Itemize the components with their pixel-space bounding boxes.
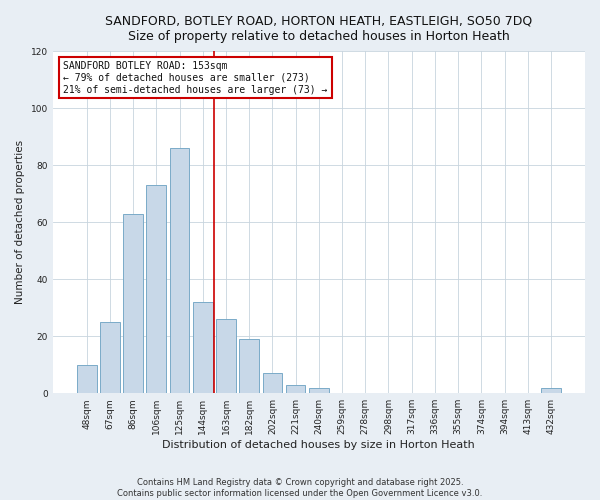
Y-axis label: Number of detached properties: Number of detached properties xyxy=(15,140,25,304)
Bar xyxy=(239,339,259,393)
Bar xyxy=(146,185,166,393)
Bar xyxy=(263,374,282,393)
Bar xyxy=(77,364,97,393)
Bar xyxy=(123,214,143,393)
Bar xyxy=(216,319,236,393)
Text: Contains HM Land Registry data © Crown copyright and database right 2025.
Contai: Contains HM Land Registry data © Crown c… xyxy=(118,478,482,498)
Bar xyxy=(170,148,190,393)
Title: SANDFORD, BOTLEY ROAD, HORTON HEATH, EASTLEIGH, SO50 7DQ
Size of property relati: SANDFORD, BOTLEY ROAD, HORTON HEATH, EAS… xyxy=(105,15,532,43)
Text: SANDFORD BOTLEY ROAD: 153sqm
← 79% of detached houses are smaller (273)
21% of s: SANDFORD BOTLEY ROAD: 153sqm ← 79% of de… xyxy=(64,62,328,94)
Bar xyxy=(193,302,212,393)
X-axis label: Distribution of detached houses by size in Horton Heath: Distribution of detached houses by size … xyxy=(163,440,475,450)
Bar xyxy=(541,388,561,393)
Bar xyxy=(309,388,329,393)
Bar xyxy=(100,322,120,393)
Bar xyxy=(286,384,305,393)
